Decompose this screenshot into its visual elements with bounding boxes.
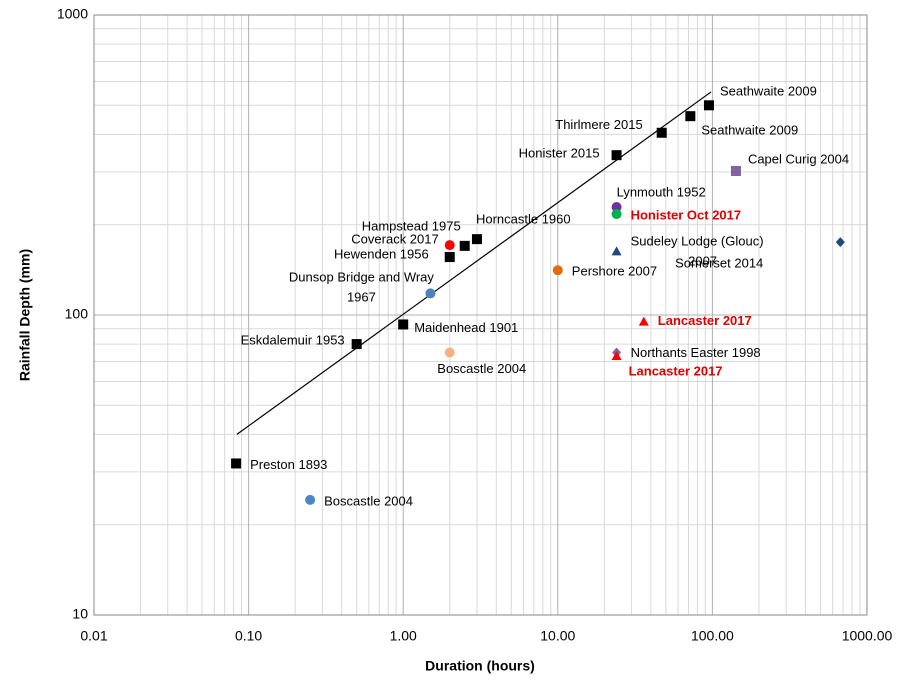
marker <box>611 209 622 220</box>
data-label: Coverack 2017 <box>351 232 438 247</box>
data-series: Lancaster 2017 <box>611 351 723 378</box>
data-series: Eskdalemuir 1953 <box>241 333 362 350</box>
data-series: Coverack 2017 <box>351 232 455 251</box>
label-line: 1967 <box>347 290 376 305</box>
data-label: Pershore 2007 <box>572 264 657 279</box>
data-series: Honister 2015 <box>519 146 622 161</box>
marker <box>611 150 622 161</box>
data-label: Maidenhead 1901 <box>414 320 518 335</box>
data-series: Seathwaite 2009 <box>685 111 798 138</box>
data-label: Thirlmere 2015 <box>555 117 642 132</box>
x-axis-title: Duration (hours) <box>425 658 535 674</box>
plot-border <box>93 14 868 616</box>
marker <box>425 288 436 299</box>
data-label: Northants Easter 1998 <box>631 345 761 360</box>
data-series: Lancaster 2017 <box>638 313 752 328</box>
x-tick-label: 10.00 <box>540 628 575 644</box>
marker <box>656 127 667 138</box>
data-label: Hewenden 1956 <box>334 247 429 262</box>
marker <box>611 246 622 256</box>
data-series: Pershore 2007 <box>552 264 657 279</box>
marker <box>471 234 482 245</box>
data-series: Honister Oct 2017 <box>611 207 742 222</box>
data-label: Seathwaite 2009 <box>701 123 798 138</box>
data-series: Seathwaite 2009 <box>703 84 817 111</box>
data-series: Somerset 2014 <box>675 237 845 271</box>
data-label: Boscastle 2004 <box>324 493 413 508</box>
x-tick-label: 0.10 <box>235 628 262 644</box>
data-series: Preston 1893 <box>231 457 327 472</box>
data-label: Horncastle 1960 <box>476 212 571 227</box>
label-line: 2007 <box>688 254 717 269</box>
y-tick-label: 100 <box>65 306 89 322</box>
label-line: Dunsop Bridge and Wray <box>289 270 435 285</box>
data-label: Sudeley Lodge (Glouc) 2007 <box>631 234 764 269</box>
data-series: Horncastle 1960 <box>471 212 571 245</box>
data-label: Honister 2015 <box>519 146 600 161</box>
marker <box>611 202 622 213</box>
y-tick-label: 1000 <box>57 6 88 22</box>
data-label: Lynmouth 1952 <box>617 184 706 199</box>
marker <box>231 458 242 469</box>
data-series: Dunsop Bridge and Wray 1967 <box>289 270 436 305</box>
marker <box>552 265 563 276</box>
trendline <box>236 91 712 435</box>
y-axis-title: Rainfall Depth (mm) <box>17 249 33 381</box>
data-label: Lancaster 2017 <box>658 313 752 328</box>
data-series: Hewenden 1956 <box>334 247 455 263</box>
data-label: Hampstead 1975 <box>362 218 461 233</box>
data-series: Lynmouth 1952 <box>611 184 706 213</box>
marker <box>351 339 362 350</box>
data-label: Eskdalemuir 1953 <box>241 333 345 348</box>
marker <box>835 237 845 248</box>
x-tick-label: 100.00 <box>691 628 734 644</box>
y-tick-label: 10 <box>72 606 88 622</box>
data-series: Hampstead 1975 <box>362 218 470 251</box>
data-label: Capel Curig 2004 <box>748 151 849 166</box>
data-label: Lancaster 2017 <box>629 363 723 378</box>
data-label: Seathwaite 2009 <box>720 84 817 99</box>
data-label: Somerset 2014 <box>675 256 763 271</box>
data-label: Boscastle 2004 <box>437 361 526 376</box>
data-label: Dunsop Bridge and Wray 1967 <box>289 270 435 305</box>
marker <box>638 316 649 326</box>
data-series: Boscastle 2004 <box>305 493 413 508</box>
marker <box>685 111 696 122</box>
marker <box>305 494 316 505</box>
marker <box>730 165 741 176</box>
marker <box>444 252 455 263</box>
marker <box>444 347 455 358</box>
data-series: Northants Easter 1998 <box>612 345 761 360</box>
data-series: Sudeley Lodge (Glouc) 2007 <box>611 234 764 269</box>
data-series: Thirlmere 2015 <box>555 117 667 138</box>
marker <box>611 351 622 361</box>
marker <box>459 240 470 251</box>
data-label: Preston 1893 <box>250 457 327 472</box>
data-label: Honister Oct 2017 <box>631 207 742 222</box>
marker <box>703 100 714 111</box>
label-line: Sudeley Lodge (Glouc) <box>631 234 764 249</box>
data-series: Boscastle 2004 <box>437 347 526 376</box>
x-tick-label: 1000.00 <box>842 628 893 644</box>
data-series: Maidenhead 1901 <box>398 319 518 335</box>
marker <box>398 319 409 330</box>
x-tick-label: 1.00 <box>390 628 417 644</box>
x-tick-label: 0.01 <box>80 628 107 644</box>
data-series: Capel Curig 2004 <box>730 151 849 176</box>
marker <box>444 240 455 251</box>
